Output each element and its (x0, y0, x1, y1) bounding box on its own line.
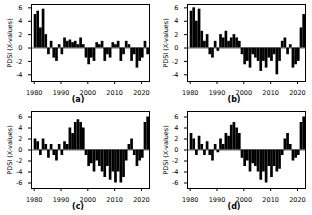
svg-text:6: 6 (18, 4, 22, 12)
svg-text:4: 4 (174, 17, 178, 25)
svg-text:2000: 2000 (236, 89, 253, 95)
svg-text:1980: 1980 (182, 89, 199, 95)
svg-text:2: 2 (174, 31, 178, 39)
html-text:(c): (c) (72, 202, 84, 211)
svg-text:2000: 2000 (236, 196, 253, 202)
svg-text:2010: 2010 (262, 89, 279, 95)
svg-text:-4: -4 (172, 71, 178, 79)
svg-text:-6: -6 (172, 179, 178, 187)
svg-text:PDSI (X-values): PDSI (X-values) (162, 18, 170, 68)
svg-text:PDSI (X-values): PDSI (X-values) (6, 125, 14, 175)
svg-text:PDSI (X-values): PDSI (X-values) (6, 18, 14, 68)
svg-text:2020: 2020 (133, 89, 150, 95)
svg-text:-2: -2 (16, 57, 22, 65)
svg-text:6: 6 (18, 113, 22, 121)
svg-text:1980: 1980 (26, 196, 43, 202)
svg-text:-2: -2 (172, 57, 178, 65)
svg-text:1980: 1980 (182, 196, 199, 202)
svg-text:2020: 2020 (289, 89, 306, 95)
svg-text:0: 0 (174, 44, 178, 52)
svg-text:4: 4 (174, 124, 178, 132)
svg-text:-6: -6 (16, 179, 22, 187)
svg-text:-4: -4 (16, 71, 22, 79)
svg-text:6: 6 (174, 4, 178, 12)
svg-text:2020: 2020 (133, 196, 150, 202)
svg-text:-2: -2 (172, 157, 178, 165)
svg-text:-4: -4 (16, 168, 22, 176)
svg-text:2020: 2020 (289, 196, 306, 202)
svg-text:4: 4 (18, 17, 22, 25)
svg-text:1990: 1990 (209, 196, 226, 202)
svg-text:0: 0 (174, 146, 178, 154)
svg-text:2010: 2010 (262, 196, 279, 202)
svg-text:2000: 2000 (80, 196, 97, 202)
svg-text:2010: 2010 (106, 89, 123, 95)
svg-text:0: 0 (18, 44, 22, 52)
svg-text:2010: 2010 (106, 196, 123, 202)
svg-text:-4: -4 (172, 168, 178, 176)
svg-text:2: 2 (18, 135, 22, 143)
html-text:(d): (d) (227, 202, 241, 211)
svg-text:1990: 1990 (53, 196, 70, 202)
svg-text:1990: 1990 (53, 89, 70, 95)
svg-text:0: 0 (18, 146, 22, 154)
html-text:(a): (a) (71, 95, 85, 104)
svg-text:1990: 1990 (209, 89, 226, 95)
svg-text:2000: 2000 (80, 89, 97, 95)
html-text:(b): (b) (227, 95, 241, 104)
svg-text:6: 6 (174, 113, 178, 121)
svg-text:-2: -2 (16, 157, 22, 165)
svg-text:2: 2 (18, 31, 22, 39)
svg-text:PDSI (X-values): PDSI (X-values) (162, 125, 170, 175)
svg-text:4: 4 (18, 124, 22, 132)
svg-text:1980: 1980 (26, 89, 43, 95)
svg-text:2: 2 (174, 135, 178, 143)
